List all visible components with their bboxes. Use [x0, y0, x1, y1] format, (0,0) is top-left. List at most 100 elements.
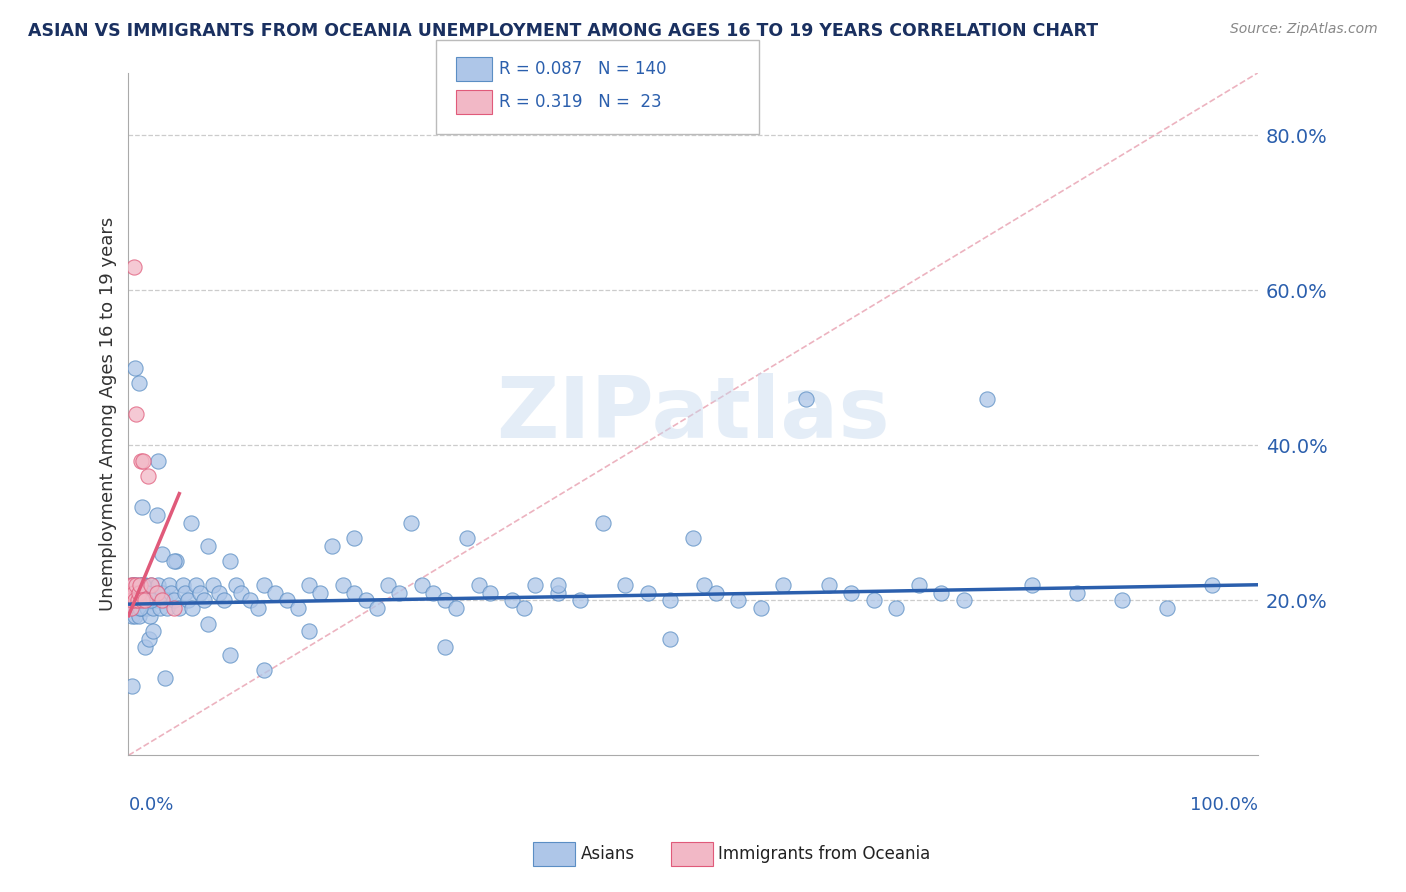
Point [134, 593, 156, 607]
Text: ASIAN VS IMMIGRANTS FROM OCEANIA UNEMPLOYMENT AMONG AGES 16 TO 19 YEARS CORRELAT: ASIAN VS IMMIGRANTS FROM OCEANIA UNEMPLO… [28, 22, 1098, 40]
Point [150, 547, 173, 561]
Point [512, 601, 534, 615]
Point [208, 585, 231, 599]
Point [122, 578, 145, 592]
Point [332, 578, 354, 592]
Point [138, 632, 160, 646]
Point [569, 593, 592, 607]
Point [794, 392, 817, 406]
Point [377, 578, 399, 592]
Point [122, 260, 145, 274]
Point [172, 578, 194, 592]
Point [124, 608, 146, 623]
Text: 100.0%: 100.0% [1189, 797, 1257, 814]
Point [884, 601, 907, 615]
Point [139, 593, 162, 607]
Point [131, 578, 153, 592]
Point [1066, 585, 1088, 599]
Point [298, 624, 321, 639]
Point [817, 578, 839, 592]
Point [953, 593, 976, 607]
Point [162, 554, 184, 568]
Point [772, 578, 794, 592]
Point [354, 593, 377, 607]
Point [132, 601, 155, 615]
Point [128, 601, 150, 615]
Point [124, 360, 146, 375]
Point [131, 500, 153, 515]
Point [231, 585, 253, 599]
Point [169, 601, 191, 615]
Point [839, 585, 862, 599]
Point [124, 593, 146, 607]
Point [142, 624, 165, 639]
Point [121, 585, 143, 599]
Point [478, 585, 501, 599]
Point [165, 554, 187, 568]
Point [1111, 593, 1133, 607]
Point [186, 578, 208, 592]
Point [276, 593, 298, 607]
Point [118, 593, 141, 607]
Point [433, 593, 456, 607]
Point [309, 585, 332, 599]
Point [153, 593, 176, 607]
Point [129, 585, 152, 599]
Point [121, 578, 143, 592]
Point [122, 593, 145, 607]
Point [139, 578, 162, 592]
Point [120, 585, 142, 599]
Point [202, 578, 225, 592]
Point [253, 578, 276, 592]
Point [219, 554, 242, 568]
Point [132, 453, 155, 467]
Point [162, 601, 184, 615]
Text: 0.0%: 0.0% [128, 797, 174, 814]
Point [139, 578, 162, 592]
Point [146, 578, 169, 592]
Point [388, 585, 411, 599]
Point [127, 601, 149, 615]
Point [121, 593, 143, 607]
Point [908, 578, 931, 592]
Point [160, 585, 183, 599]
Point [298, 578, 321, 592]
Point [134, 585, 156, 599]
Point [180, 601, 202, 615]
Point [225, 578, 247, 592]
Point [145, 508, 167, 522]
Point [188, 585, 211, 599]
Point [1156, 601, 1178, 615]
Point [125, 578, 148, 592]
Point [456, 531, 478, 545]
Point [157, 578, 180, 592]
Point [139, 608, 162, 623]
Point [862, 593, 884, 607]
Point [197, 539, 219, 553]
Point [523, 578, 546, 592]
Point [125, 407, 148, 421]
Point [162, 593, 184, 607]
Point [127, 593, 149, 607]
Point [128, 608, 150, 623]
Point [399, 516, 422, 530]
Point [219, 648, 242, 662]
Point [682, 531, 704, 545]
Point [134, 593, 156, 607]
Point [120, 601, 142, 615]
Point [122, 585, 145, 599]
Point [122, 578, 145, 592]
Text: R = 0.087   N = 140: R = 0.087 N = 140 [499, 60, 666, 78]
Point [128, 593, 150, 607]
Point [134, 578, 156, 592]
Point [145, 593, 167, 607]
Point [343, 585, 366, 599]
Point [135, 601, 157, 615]
Point [121, 608, 143, 623]
Y-axis label: Unemployment Among Ages 16 to 19 years: Unemployment Among Ages 16 to 19 years [100, 217, 117, 611]
Point [704, 585, 727, 599]
Point [122, 593, 145, 607]
Point [146, 453, 169, 467]
Point [422, 585, 444, 599]
Point [134, 640, 156, 654]
